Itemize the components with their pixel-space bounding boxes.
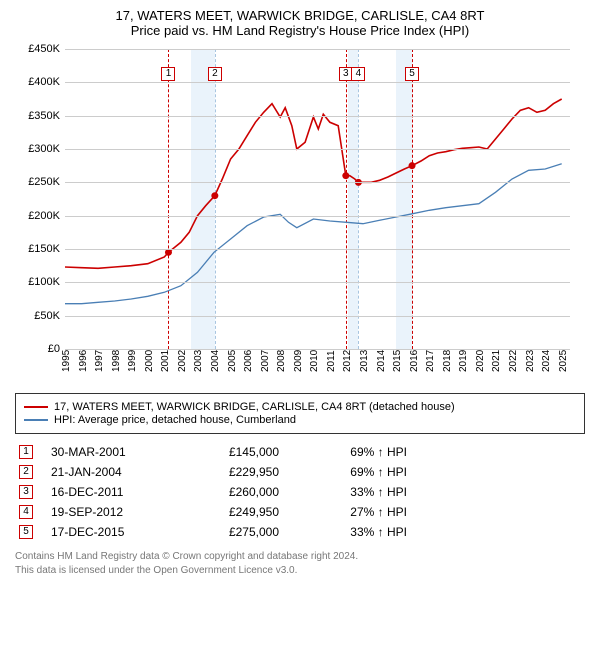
sale-point: [409, 162, 416, 169]
y-gridline: [65, 49, 570, 50]
plot-region: 12345: [65, 49, 570, 349]
sale-row-date: 16-DEC-2011: [51, 485, 171, 499]
legend: 17, WATERS MEET, WARWICK BRIDGE, CARLISL…: [15, 393, 585, 434]
chart-area: 12345 £0£50K£100K£150K£200K£250K£300K£35…: [15, 44, 585, 389]
footer-line-1: Contains HM Land Registry data © Crown c…: [15, 550, 585, 564]
sale-row-marker: 3: [19, 485, 33, 499]
sale-row-date: 30-MAR-2001: [51, 445, 171, 459]
sale-row-pct: 69% ↑ HPI: [297, 465, 407, 479]
y-gridline: [65, 82, 570, 83]
line-series: [65, 49, 570, 349]
sale-marker-4: 4: [351, 67, 365, 81]
sale-row-date: 17-DEC-2015: [51, 525, 171, 539]
sale-row: 3 16-DEC-2011 £260,000 33% ↑ HPI: [15, 482, 585, 502]
sale-row-price: £275,000: [189, 525, 279, 539]
y-tick-label: £250K: [15, 176, 60, 188]
sale-row-marker: 2: [19, 465, 33, 479]
y-tick-label: £0: [15, 343, 60, 355]
y-tick-label: £300K: [15, 143, 60, 155]
y-gridline: [65, 182, 570, 183]
sale-row: 2 21-JAN-2004 £229,950 69% ↑ HPI: [15, 462, 585, 482]
sale-point: [211, 192, 218, 199]
sale-row-price: £260,000: [189, 485, 279, 499]
chart-container: 17, WATERS MEET, WARWICK BRIDGE, CARLISL…: [0, 0, 600, 585]
footer-line-2: This data is licensed under the Open Gov…: [15, 564, 585, 578]
sale-marker-1: 1: [161, 67, 175, 81]
sale-row-pct: 27% ↑ HPI: [297, 505, 407, 519]
sale-row-marker: 5: [19, 525, 33, 539]
legend-swatch-2: [24, 419, 48, 421]
legend-label-2: HPI: Average price, detached house, Cumb…: [54, 414, 296, 426]
y-tick-label: £50K: [15, 310, 60, 322]
sale-row-marker: 1: [19, 445, 33, 459]
legend-label-1: 17, WATERS MEET, WARWICK BRIDGE, CARLISL…: [54, 401, 455, 413]
sales-table: 1 30-MAR-2001 £145,000 69% ↑ HPI 2 21-JAN-200…: [15, 442, 585, 542]
sale-row: 4 19-SEP-2012 £249,950 27% ↑ HPI: [15, 502, 585, 522]
y-tick-label: £150K: [15, 243, 60, 255]
sale-row-price: £145,000: [189, 445, 279, 459]
sale-row: 5 17-DEC-2015 £275,000 33% ↑ HPI: [15, 522, 585, 542]
sale-row-price: £229,950: [189, 465, 279, 479]
y-gridline: [65, 316, 570, 317]
legend-swatch-1: [24, 406, 48, 408]
sale-marker-2: 2: [208, 67, 222, 81]
y-gridline: [65, 249, 570, 250]
sale-row-marker: 4: [19, 505, 33, 519]
sale-row-pct: 33% ↑ HPI: [297, 485, 407, 499]
sale-row-price: £249,950: [189, 505, 279, 519]
x-tick-label: 2025: [558, 350, 593, 372]
footer: Contains HM Land Registry data © Crown c…: [15, 550, 585, 577]
y-tick-label: £100K: [15, 276, 60, 288]
y-tick-label: £350K: [15, 110, 60, 122]
sale-row-pct: 33% ↑ HPI: [297, 525, 407, 539]
y-tick-label: £450K: [15, 43, 60, 55]
chart-title: 17, WATERS MEET, WARWICK BRIDGE, CARLISL…: [10, 8, 590, 23]
sale-row: 1 30-MAR-2001 £145,000 69% ↑ HPI: [15, 442, 585, 462]
sale-row-date: 21-JAN-2004: [51, 465, 171, 479]
y-tick-label: £200K: [15, 210, 60, 222]
y-gridline: [65, 116, 570, 117]
sale-row-date: 19-SEP-2012: [51, 505, 171, 519]
sale-marker-5: 5: [405, 67, 419, 81]
legend-row-1: 17, WATERS MEET, WARWICK BRIDGE, CARLISL…: [24, 401, 576, 413]
legend-row-2: HPI: Average price, detached house, Cumb…: [24, 414, 576, 426]
sale-row-pct: 69% ↑ HPI: [297, 445, 407, 459]
y-gridline: [65, 216, 570, 217]
y-gridline: [65, 149, 570, 150]
chart-subtitle: Price paid vs. HM Land Registry's House …: [10, 23, 590, 38]
series-price_paid: [65, 99, 562, 268]
y-tick-label: £400K: [15, 76, 60, 88]
y-gridline: [65, 282, 570, 283]
sale-point: [342, 172, 349, 179]
